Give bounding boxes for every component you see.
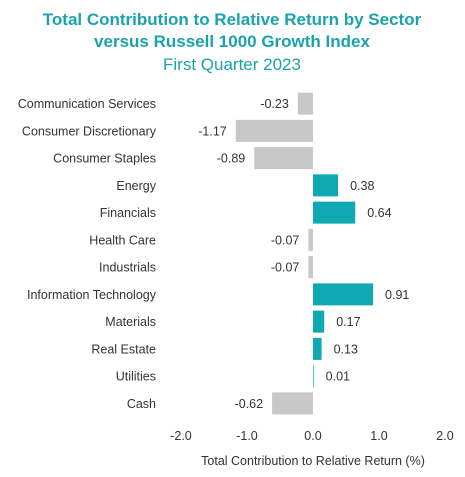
- value-label-communication-services: -0.23: [260, 97, 289, 111]
- bars-group: [235, 92, 374, 415]
- value-label-energy: 0.38: [350, 179, 374, 193]
- value-label-consumer-discretionary: -1.17: [198, 124, 227, 138]
- x-tick-label: 1.0: [370, 429, 387, 443]
- value-label-information-technology: 0.91: [385, 288, 409, 302]
- bar-materials: [313, 310, 325, 333]
- category-label-materials: Materials: [105, 315, 156, 329]
- chart-title-line-2: versus Russell 1000 Growth Index: [94, 32, 370, 51]
- value-label-financials: 0.64: [367, 206, 391, 220]
- bar-information-technology: [313, 283, 374, 306]
- value-label-real-estate: 0.13: [334, 342, 358, 356]
- x-tick-label: -1.0: [236, 429, 258, 443]
- value-label-health-care: -0.07: [271, 233, 300, 247]
- x-tick-label: 0.0: [304, 429, 321, 443]
- bar-consumer-discretionary: [235, 119, 313, 142]
- x-tick-labels-group: -2.0 -1.0 0.0 1.0 2.0: [170, 429, 454, 443]
- value-label-materials: 0.17: [336, 315, 360, 329]
- bar-industrials: [308, 256, 313, 279]
- chart-subtitle: First Quarter 2023: [163, 55, 301, 74]
- bar-consumer-staples: [254, 147, 313, 170]
- bar-cash: [272, 392, 313, 415]
- category-label-utilities: Utilities: [116, 370, 156, 384]
- x-tick-label: -2.0: [170, 429, 192, 443]
- value-labels-group: -0.23 -1.17 -0.89 0.38 0.64 -0.07 -0.07 0.91 0.1…: [198, 97, 409, 411]
- value-label-utilities: 0.01: [326, 370, 350, 384]
- value-label-cash: -0.62: [235, 397, 264, 411]
- category-label-cash: Cash: [127, 397, 156, 411]
- category-label-health-care: Health Care: [89, 233, 156, 247]
- category-label-real-estate: Real Estate: [91, 342, 156, 356]
- category-label-industrials: Industrials: [99, 261, 156, 275]
- category-label-communication-services: Communication Services: [18, 97, 156, 111]
- category-labels-group: Communication Services Consumer Discretio…: [18, 97, 157, 411]
- x-tick-label: 2.0: [436, 429, 453, 443]
- x-axis-title: Total Contribution to Relative Return (%…: [201, 454, 425, 468]
- category-label-energy: Energy: [116, 179, 156, 193]
- bar-communication-services: [297, 92, 313, 115]
- category-label-consumer-discretionary: Consumer Discretionary: [22, 124, 157, 138]
- bar-real-estate: [313, 337, 322, 360]
- value-label-industrials: -0.07: [271, 261, 300, 275]
- bar-utilities: [313, 365, 314, 388]
- category-label-information-technology: Information Technology: [27, 288, 157, 302]
- category-label-consumer-staples: Consumer Staples: [53, 152, 156, 166]
- value-label-consumer-staples: -0.89: [217, 152, 246, 166]
- category-label-financials: Financials: [100, 206, 156, 220]
- bar-health-care: [308, 228, 313, 251]
- chart-title-line-1: Total Contribution to Relative Return by…: [43, 10, 422, 29]
- bar-energy: [313, 174, 339, 197]
- bar-financials: [313, 201, 356, 224]
